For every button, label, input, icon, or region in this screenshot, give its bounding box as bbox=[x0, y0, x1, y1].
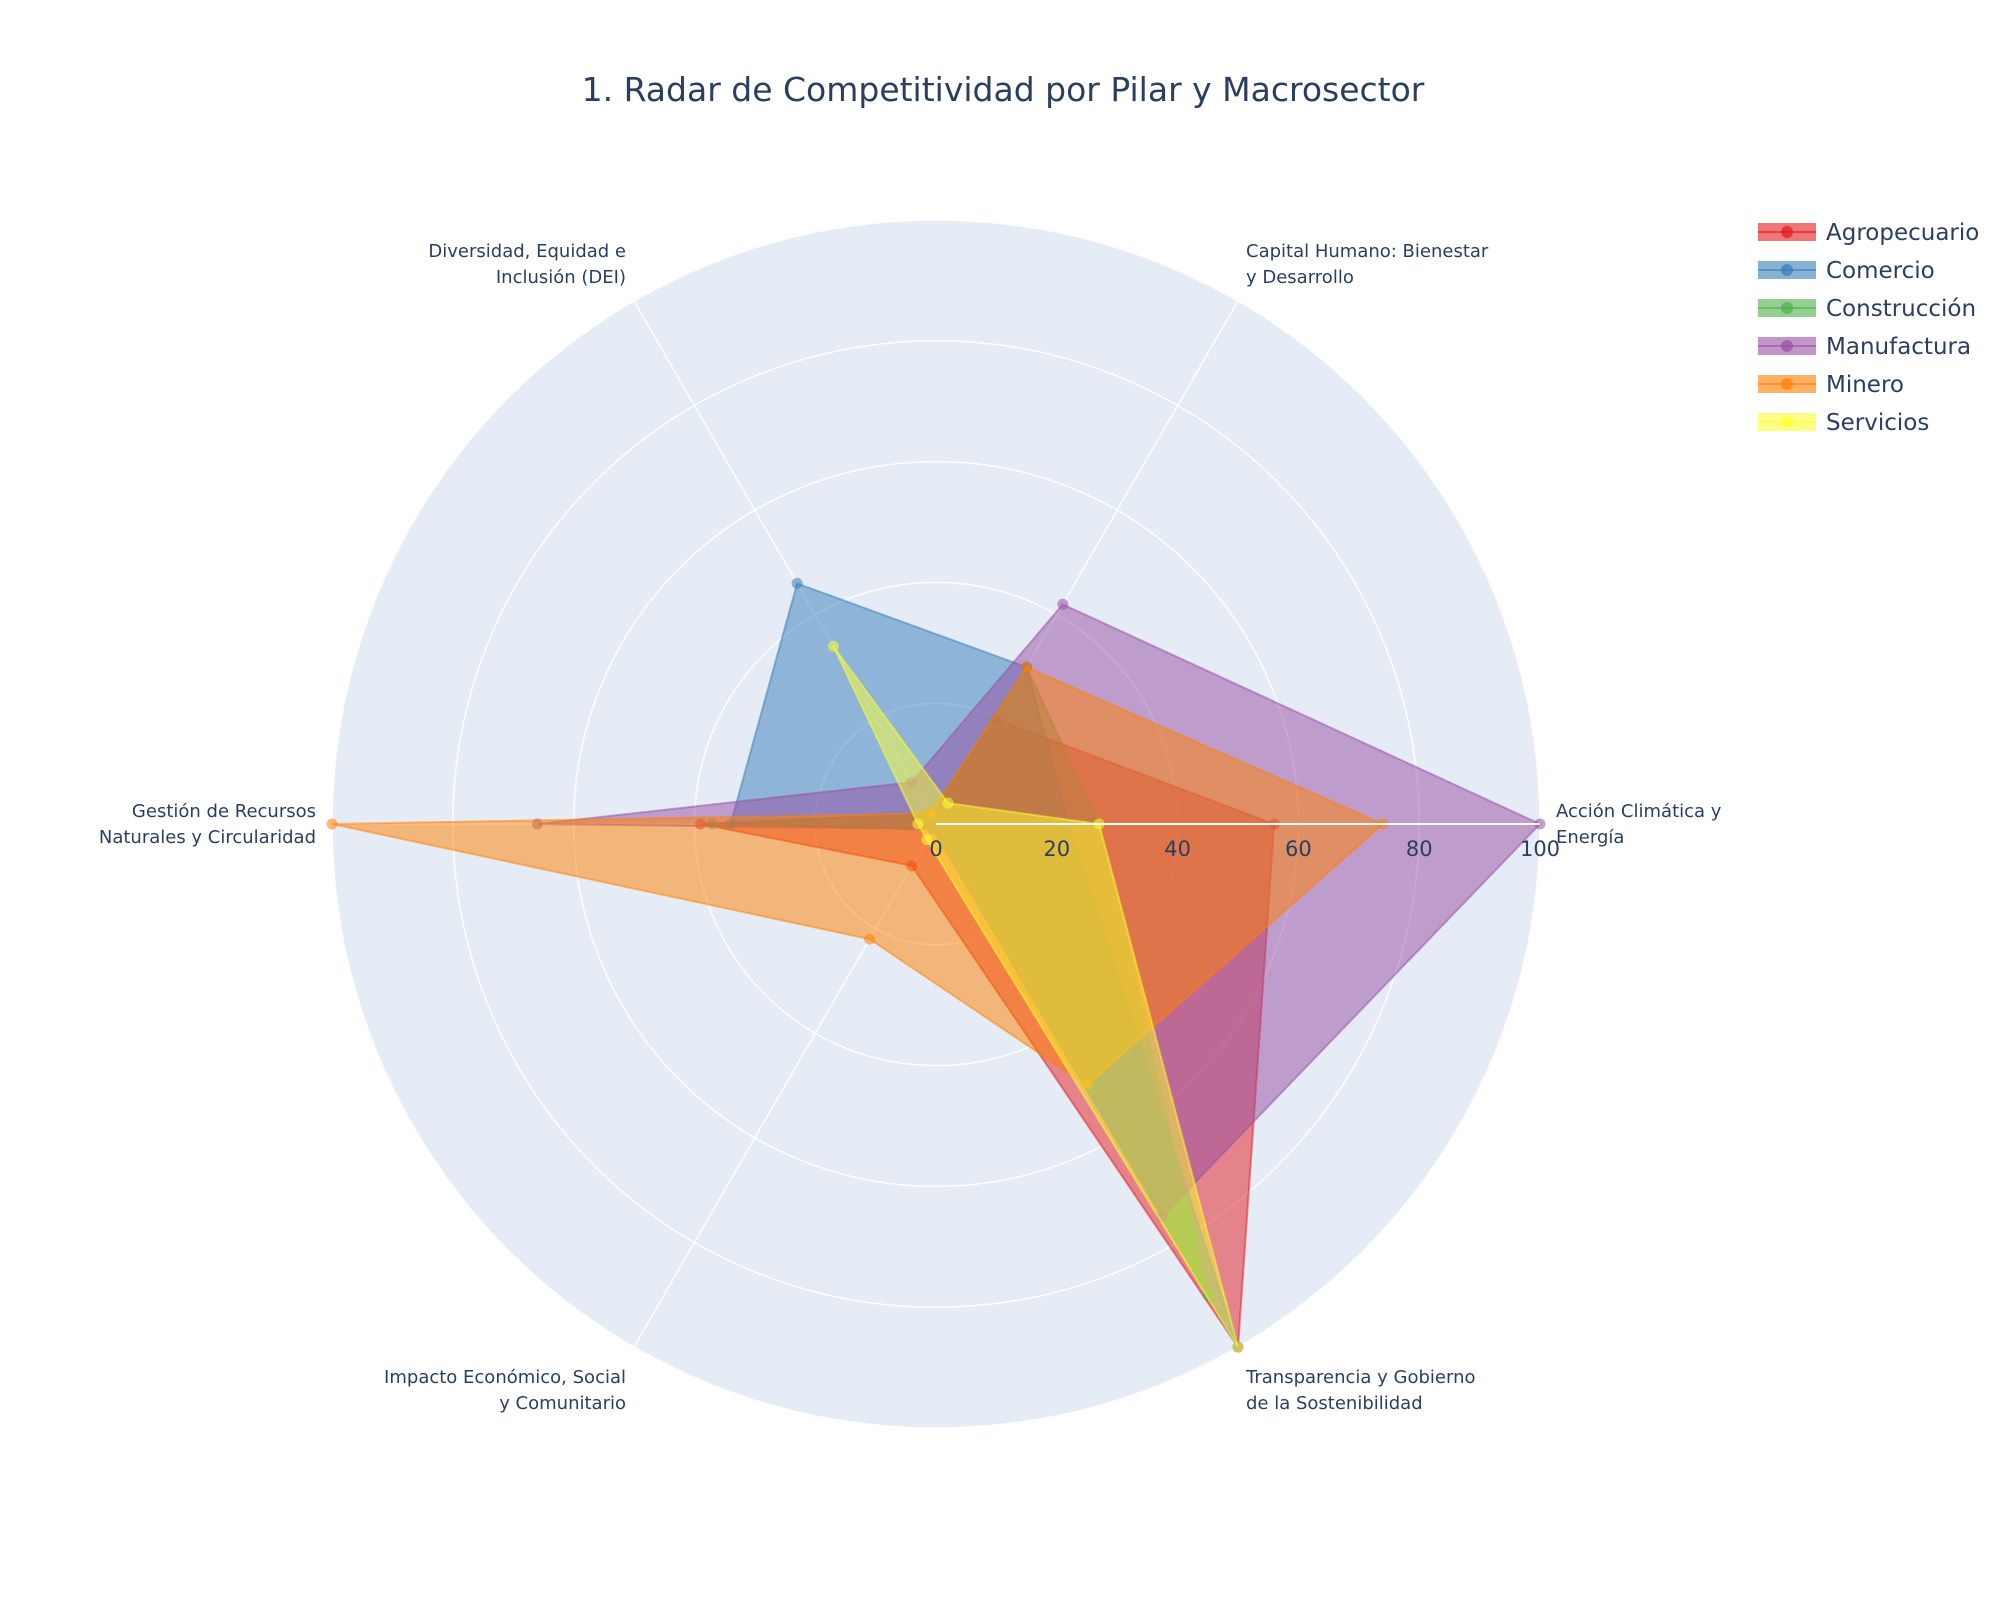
axis-label: Capital Humano: Bienestar y Desarrollo bbox=[1246, 241, 1489, 288]
legend: Agropecuario Comercio Construcción Manufact… bbox=[1758, 220, 1979, 436]
data-point bbox=[864, 933, 876, 945]
data-point bbox=[1232, 1341, 1244, 1353]
legend-item-manufactura[interactable]: Manufactura bbox=[1758, 334, 1971, 360]
axis-label-line: Energía bbox=[1556, 827, 1624, 848]
axis-label-line: y Comunitario bbox=[499, 1393, 626, 1414]
radial-tick-label: 60 bbox=[1285, 837, 1312, 861]
axis-label-line: Acción Climática y bbox=[1556, 801, 1722, 822]
data-point bbox=[326, 818, 338, 830]
axis-label: Gestión de Recursos Naturales y Circulari… bbox=[99, 801, 316, 848]
data-point bbox=[791, 577, 803, 589]
data-point bbox=[1057, 598, 1069, 610]
legend-marker bbox=[1781, 416, 1793, 428]
axis-label-line: Impacto Económico, Social bbox=[384, 1367, 626, 1388]
axis-label-line: y Desarrollo bbox=[1246, 267, 1354, 288]
axis-label-line: Transparencia y Gobierno bbox=[1245, 1367, 1476, 1388]
axis-label: Diversidad, Equidad e Inclusión (DEI) bbox=[428, 241, 626, 288]
legend-marker bbox=[1781, 264, 1793, 276]
legend-label: Construcción bbox=[1826, 296, 1976, 322]
legend-marker bbox=[1781, 378, 1793, 390]
data-point bbox=[942, 797, 954, 809]
legend-label: Manufactura bbox=[1826, 334, 1971, 360]
axis-label-line: de la Sostenibilidad bbox=[1246, 1393, 1423, 1414]
axis-label: Transparencia y Gobierno de la Sostenibil… bbox=[1245, 1367, 1476, 1414]
data-point bbox=[912, 818, 924, 830]
data-point bbox=[921, 834, 933, 846]
legend-marker bbox=[1781, 226, 1793, 238]
series-servicios bbox=[827, 640, 1244, 1353]
radial-tick-label: 80 bbox=[1406, 837, 1433, 861]
legend-item-minero[interactable]: Minero bbox=[1758, 372, 1904, 398]
axis-label-line: Naturales y Circularidad bbox=[99, 827, 316, 848]
legend-marker bbox=[1781, 340, 1793, 352]
axis-label-line: Inclusión (DEI) bbox=[496, 267, 626, 288]
legend-item-agropecuario[interactable]: Agropecuario bbox=[1758, 220, 1979, 246]
data-point bbox=[1021, 661, 1033, 673]
chart-title: 1. Radar de Competitividad por Pilar y M… bbox=[582, 70, 1425, 109]
legend-item-servicios[interactable]: Servicios bbox=[1758, 410, 1929, 436]
legend-item-comercio[interactable]: Comercio bbox=[1758, 258, 1935, 284]
legend-marker bbox=[1781, 302, 1793, 314]
legend-label: Comercio bbox=[1826, 258, 1935, 284]
radial-ticks: 0 20 40 60 80 100 bbox=[929, 823, 1560, 861]
angular-axis-labels: Acción Climática y Energía Capital Humano:… bbox=[99, 241, 1722, 1414]
radial-tick-label: 20 bbox=[1043, 837, 1070, 861]
legend-label: Servicios bbox=[1826, 410, 1929, 436]
axis-label-line: Gestión de Recursos bbox=[132, 801, 316, 822]
radial-tick-label: 40 bbox=[1164, 837, 1191, 861]
axis-label-line: Diversidad, Equidad e bbox=[428, 241, 626, 262]
radial-tick-label: 100 bbox=[1520, 837, 1560, 861]
legend-label: Minero bbox=[1826, 372, 1904, 398]
legend-item-construcción[interactable]: Construcción bbox=[1758, 296, 1976, 322]
axis-label: Acción Climática y Energía bbox=[1556, 801, 1722, 848]
axis-label-line: Capital Humano: Bienestar bbox=[1246, 241, 1489, 262]
data-point bbox=[827, 640, 839, 652]
legend-label: Agropecuario bbox=[1826, 220, 1979, 246]
axis-label: Impacto Económico, Social y Comunitario bbox=[384, 1367, 626, 1414]
radial-tick-label: 0 bbox=[929, 837, 942, 861]
